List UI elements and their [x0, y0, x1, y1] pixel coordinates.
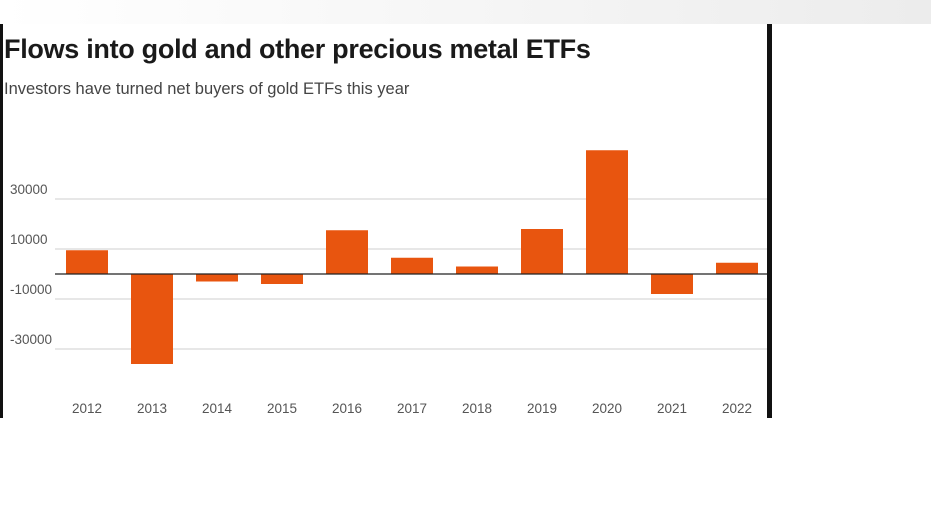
- x-tick-label: 2022: [722, 401, 752, 416]
- x-tick-label: 2012: [72, 401, 102, 416]
- bar-2019: [521, 229, 563, 274]
- bar-chart: 30000 10000 -10000 -30000 2012 2013 2014 2015 20…: [10, 150, 767, 416]
- top-background-band: [0, 0, 931, 24]
- bar-2018: [456, 266, 498, 274]
- x-tick-label: 2018: [462, 401, 492, 416]
- chart-card: Flows into gold and other precious metal…: [0, 24, 772, 418]
- x-tick-label: 2021: [657, 401, 687, 416]
- y-tick-label: 10000: [10, 232, 48, 247]
- bar-2016: [326, 230, 368, 274]
- bar-2012: [66, 250, 108, 274]
- x-tick-label: 2014: [202, 401, 233, 416]
- x-tick-label: 2019: [527, 401, 557, 416]
- bar-2022: [716, 262, 758, 274]
- chart-title: Flows into gold and other precious metal…: [4, 34, 591, 64]
- bar-2020: [586, 150, 628, 274]
- bar-2017: [391, 257, 433, 274]
- x-tick-label: 2017: [397, 401, 427, 416]
- chart-subtitle: Investors have turned net buyers of gold…: [4, 80, 410, 98]
- x-tick-label: 2016: [332, 401, 362, 416]
- x-tick-label: 2020: [592, 401, 622, 416]
- x-tick-label: 2013: [137, 401, 167, 416]
- bar-2014: [196, 274, 238, 282]
- y-tick-label: -10000: [10, 282, 52, 297]
- bar-2013: [131, 274, 173, 364]
- y-tick-label: -30000: [10, 332, 52, 347]
- bar-2015: [261, 274, 303, 284]
- card-left-edge: [0, 24, 3, 418]
- card-right-edge: [767, 24, 772, 418]
- y-tick-label: 30000: [10, 182, 48, 197]
- bar-2021: [651, 274, 693, 294]
- x-tick-label: 2015: [267, 401, 297, 416]
